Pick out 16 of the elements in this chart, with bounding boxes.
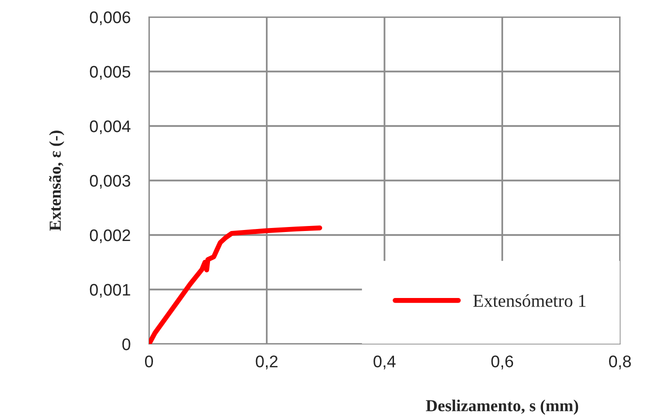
x-tick-label: 0,6: [491, 356, 514, 370]
x-tick-label: 0,8: [609, 356, 631, 370]
x-axis-title: Deslizamento, s (mm): [426, 400, 578, 415]
x-tick-label: 0,4: [374, 356, 396, 370]
x-tick-label: 0: [145, 356, 153, 368]
y-tick-label: 0: [122, 338, 130, 350]
x-tick-label: 0,2: [256, 356, 278, 370]
line-series: [149, 225, 322, 344]
legend-label: Extensómetro 1: [473, 294, 586, 307]
y-tick-label: 0,005: [90, 66, 130, 80]
y-tick-label: 0,006: [90, 11, 130, 26]
y-tick-label: 0,003: [90, 174, 130, 189]
y-tick-label: 0,004: [90, 120, 130, 134]
y-axis-title: Extensão, ε (-): [49, 130, 64, 231]
y-tick-label: 0,001: [90, 284, 130, 298]
y-tick-label: 0,002: [90, 229, 130, 244]
